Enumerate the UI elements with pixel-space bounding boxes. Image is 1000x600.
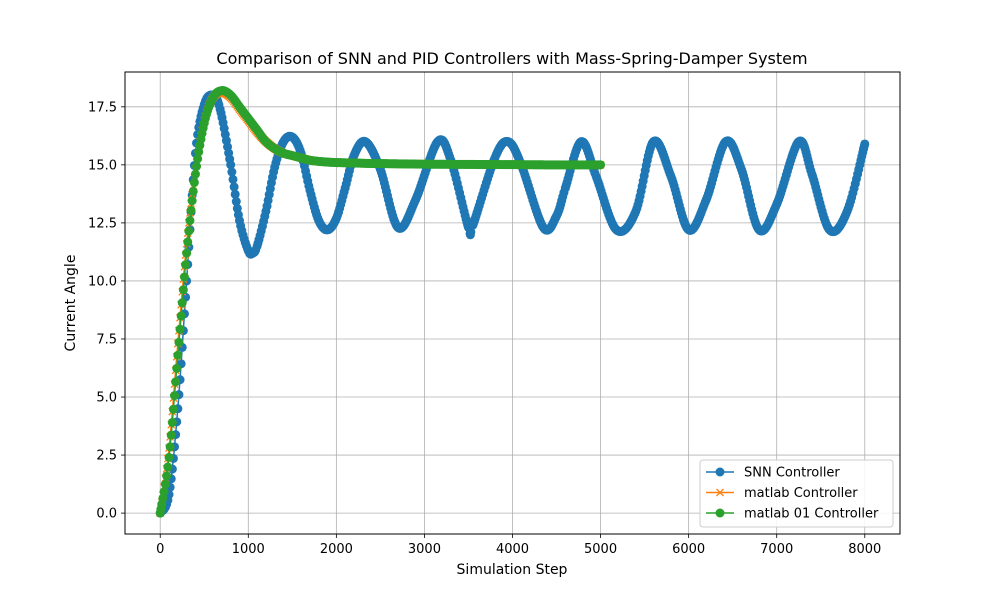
data-point: [174, 337, 184, 347]
data-point: [193, 154, 203, 164]
y-axis-ticks: 0.0 2.5 5.0 7.5 10.0 12.5 15.0 17.5: [88, 100, 125, 522]
data-point: [172, 363, 182, 373]
x-tick-label: 7000: [760, 542, 793, 557]
x-tick-label: 3000: [408, 542, 441, 557]
data-point: [184, 226, 194, 236]
data-point: [181, 260, 191, 270]
data-point: [171, 377, 181, 387]
data-point: [160, 479, 170, 489]
data-point: [159, 487, 169, 497]
legend-label: matlab Controller: [744, 486, 858, 501]
data-point: [163, 462, 173, 472]
data-point: [165, 442, 175, 452]
y-tick-label: 0.0: [96, 507, 117, 522]
y-axis-label: Current Angle: [63, 255, 79, 352]
legend-marker: [715, 508, 725, 518]
data-point: [176, 311, 186, 321]
data-point: [164, 452, 174, 462]
series-1: [155, 90, 870, 518]
data-point: [162, 471, 172, 481]
data-point: [189, 178, 199, 188]
x-tick-label: 4000: [496, 542, 529, 557]
x-tick-label: 1000: [232, 542, 265, 557]
x-tick-label: 0: [156, 542, 164, 557]
legend-label: matlab 01 Controller: [744, 507, 879, 522]
x-tick-label: 8000: [848, 542, 881, 557]
data-point: [158, 493, 168, 503]
legend-item: matlab Controller: [706, 486, 858, 501]
data-point: [231, 197, 241, 207]
data-point: [179, 272, 189, 282]
data-point: [170, 391, 180, 401]
y-tick-label: 15.0: [88, 158, 117, 173]
data-point: [190, 169, 200, 179]
data-point: [187, 196, 197, 206]
data-point: [173, 350, 183, 360]
legend-item: matlab 01 Controller: [706, 507, 879, 522]
series-3: [155, 86, 606, 518]
legend: SNN Controller matlab Controller matlab 01…: [699, 459, 894, 528]
legend-label: SNN Controller: [744, 466, 840, 481]
data-point: [226, 160, 236, 170]
data-point: [228, 174, 238, 184]
data-point: [229, 182, 239, 192]
data-point: [167, 417, 177, 427]
data-point: [596, 160, 606, 170]
data-point: [186, 205, 196, 215]
y-tick-label: 12.5: [88, 216, 117, 231]
legend-box: [699, 459, 894, 528]
data-point: [188, 186, 198, 196]
data-point: [230, 189, 240, 199]
x-tick-label: 5000: [584, 542, 617, 557]
data-point: [175, 324, 185, 334]
series-layer: [155, 86, 870, 518]
y-tick-label: 7.5: [96, 332, 117, 347]
data-point: [860, 139, 870, 149]
data-point: [166, 430, 176, 440]
data-point: [168, 404, 178, 414]
chart-title: Comparison of SNN and PID Controllers wi…: [216, 49, 807, 68]
y-tick-label: 17.5: [88, 100, 117, 115]
x-tick-label: 2000: [320, 542, 353, 557]
legend-marker: [715, 467, 725, 477]
y-tick-label: 2.5: [96, 449, 117, 464]
data-point: [177, 298, 187, 308]
legend-marker: [716, 488, 724, 497]
x-axis-label: Simulation Step: [457, 562, 568, 578]
y-tick-label: 10.0: [88, 274, 117, 289]
data-point: [466, 227, 476, 237]
data-point: [185, 216, 195, 226]
data-point: [192, 161, 202, 171]
data-point: [227, 167, 237, 177]
data-point: [183, 237, 193, 247]
data-point: [178, 285, 188, 295]
y-tick-label: 5.0: [96, 391, 117, 406]
x-axis-ticks: 0 1000 2000 3000 4000 5000 6000 7000 8000: [156, 534, 881, 557]
legend-item: SNN Controller: [706, 466, 840, 481]
x-tick-label: 6000: [672, 542, 705, 557]
data-point: [182, 248, 192, 258]
